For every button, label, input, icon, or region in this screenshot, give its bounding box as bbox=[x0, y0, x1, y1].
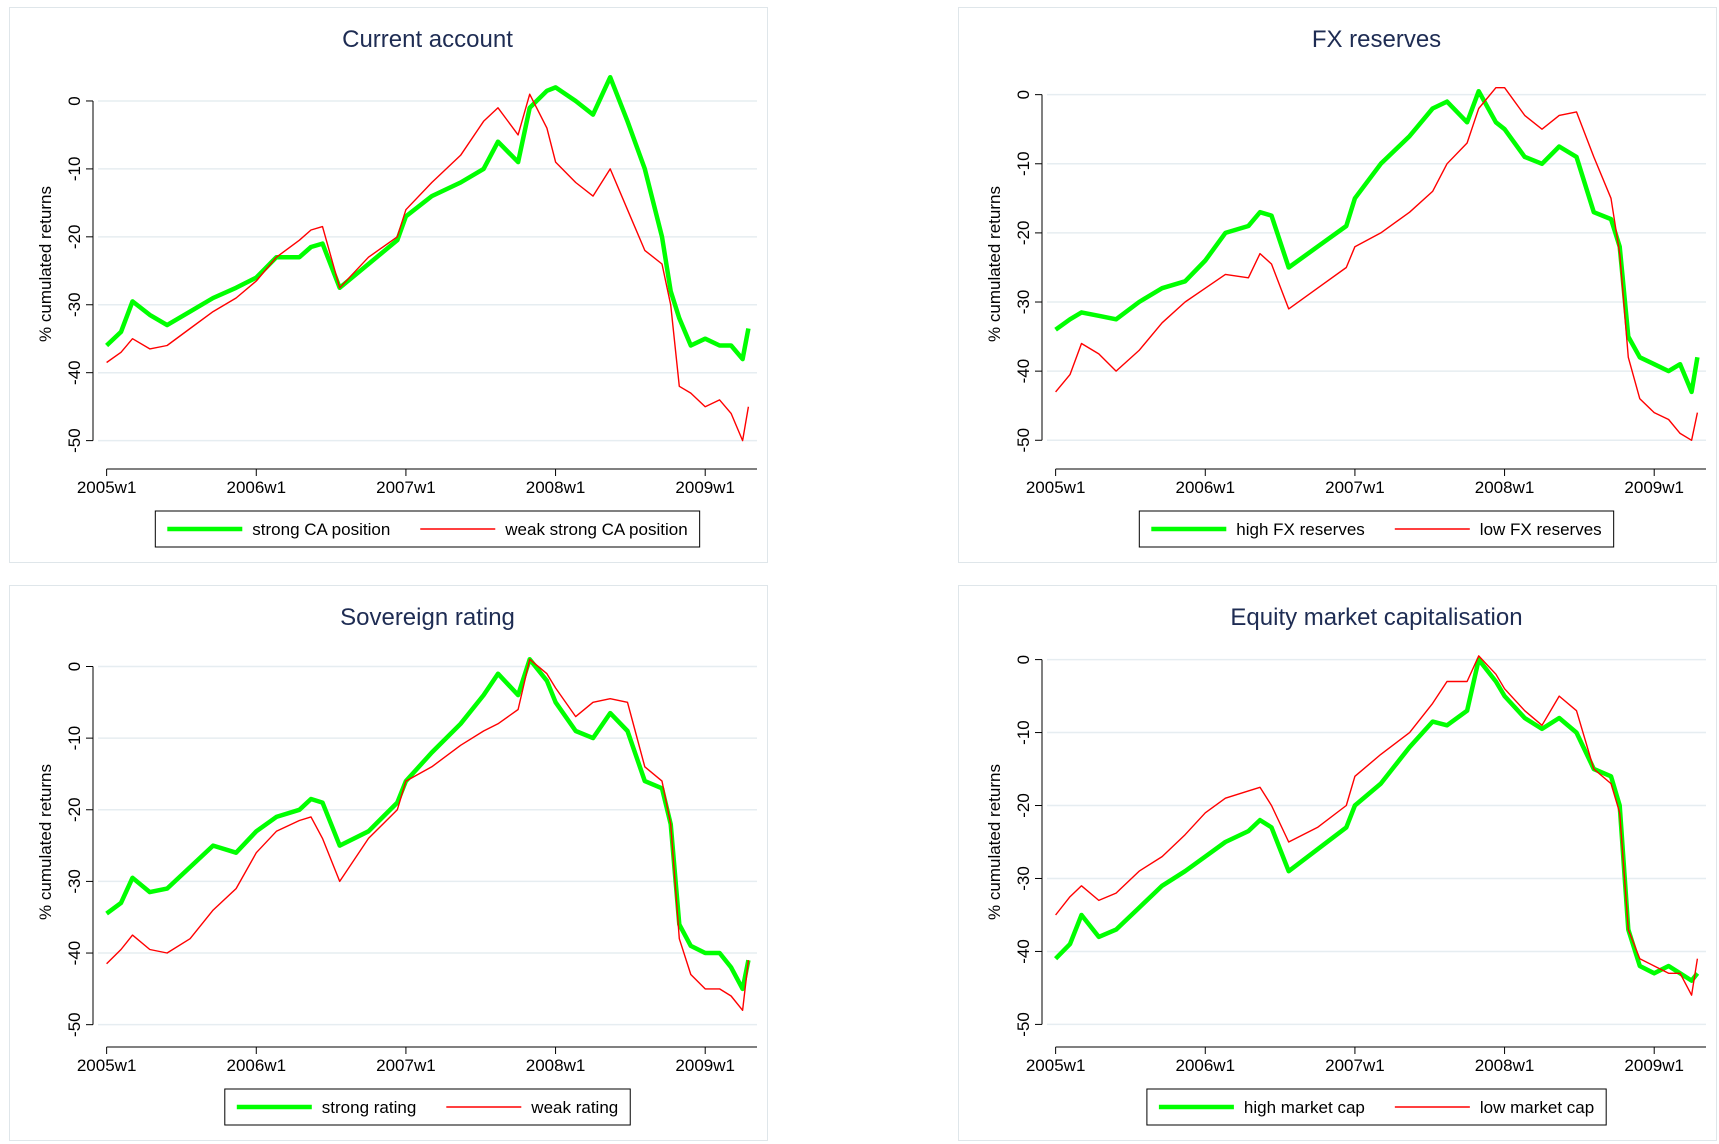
panel-frame bbox=[958, 585, 1717, 1141]
panel: FX reserves % cumulated returns 0 -10 -20 -30… bbox=[958, 7, 1717, 563]
x-tick-label: 2005w1 bbox=[1026, 478, 1086, 497]
series-line bbox=[106, 658, 750, 1011]
y-axis-label: % cumulated returns bbox=[985, 764, 1004, 920]
x-tick-label: 2009w1 bbox=[1624, 1056, 1684, 1075]
x-tick-label: 2006w1 bbox=[1175, 1056, 1235, 1075]
series-line bbox=[105, 657, 751, 992]
legend: high FX reserves low FX reserves bbox=[1138, 510, 1615, 548]
y-tick-label: 0 bbox=[1014, 90, 1033, 99]
x-tick-label: 2005w1 bbox=[1026, 1056, 1086, 1075]
x-tick-label: 2008w1 bbox=[526, 478, 586, 497]
y-tick-label: 0 bbox=[65, 96, 84, 105]
x-tick-label: 2007w1 bbox=[1325, 478, 1385, 497]
y-tick-label: -10 bbox=[65, 157, 84, 182]
legend-label: weak rating bbox=[530, 1098, 618, 1117]
y-tick-label: -20 bbox=[65, 797, 84, 822]
series-line bbox=[105, 74, 751, 362]
y-tick-label: -20 bbox=[1014, 221, 1033, 246]
y-tick-label: 0 bbox=[1014, 655, 1033, 664]
y-axis-label: % cumulated returns bbox=[36, 186, 55, 342]
chart-title: FX reserves bbox=[1312, 26, 1441, 53]
y-tick-label: -40 bbox=[65, 360, 84, 385]
series-line bbox=[1055, 87, 1699, 441]
legend: strong CA position weak strong CA positio… bbox=[154, 510, 701, 548]
y-axis-label: % cumulated returns bbox=[985, 186, 1004, 342]
legend: high market cap low market cap bbox=[1146, 1088, 1607, 1126]
legend-label: weak strong CA position bbox=[504, 520, 687, 539]
x-tick-label: 2007w1 bbox=[1325, 1056, 1385, 1075]
x-tick-label: 2009w1 bbox=[1624, 478, 1684, 497]
panel: Sovereign rating % cumulated returns 0 -10 -… bbox=[9, 585, 768, 1141]
legend-label: strong CA position bbox=[252, 520, 390, 539]
x-tick-label: 2008w1 bbox=[526, 1056, 586, 1075]
y-tick-label: 0 bbox=[65, 662, 84, 671]
legend: strong rating weak rating bbox=[224, 1088, 631, 1126]
legend-label: strong rating bbox=[322, 1098, 417, 1117]
x-tick-label: 2006w1 bbox=[226, 1056, 286, 1075]
x-tick-label: 2005w1 bbox=[77, 1056, 137, 1075]
x-tick-label: 2007w1 bbox=[376, 1056, 436, 1075]
x-tick-label: 2006w1 bbox=[1175, 478, 1235, 497]
y-tick-label: -10 bbox=[1014, 720, 1033, 745]
panel-frame bbox=[958, 7, 1717, 563]
series-line bbox=[1054, 88, 1700, 395]
x-tick-label: 2009w1 bbox=[675, 478, 735, 497]
x-tick-label: 2005w1 bbox=[77, 478, 137, 497]
legend-label: low market cap bbox=[1480, 1098, 1594, 1117]
x-tick-label: 2009w1 bbox=[675, 1056, 735, 1075]
y-tick-label: -50 bbox=[65, 428, 84, 453]
panel: Equity market capitalisation % cumulated … bbox=[958, 585, 1717, 1141]
series-line bbox=[106, 93, 750, 442]
chart-title: Current account bbox=[342, 26, 513, 53]
chart-title: Sovereign rating bbox=[340, 604, 515, 631]
y-tick-label: -30 bbox=[65, 869, 84, 894]
panel-frame bbox=[9, 7, 768, 563]
x-tick-label: 2007w1 bbox=[376, 478, 436, 497]
x-tick-label: 2006w1 bbox=[226, 478, 286, 497]
series-line bbox=[1055, 655, 1699, 996]
legend-label: high market cap bbox=[1244, 1098, 1365, 1117]
y-tick-label: -30 bbox=[1014, 866, 1033, 891]
legend-label: low FX reserves bbox=[1480, 520, 1602, 539]
y-tick-label: -40 bbox=[1014, 939, 1033, 964]
y-tick-label: -20 bbox=[1014, 793, 1033, 818]
y-tick-label: -50 bbox=[1014, 428, 1033, 453]
x-tick-label: 2008w1 bbox=[1475, 478, 1535, 497]
y-tick-label: -50 bbox=[1014, 1012, 1033, 1037]
panel: Current account % cumulated returns 0 -10 -2… bbox=[9, 7, 768, 563]
chart-title: Equity market capitalisation bbox=[1230, 604, 1522, 631]
y-tick-label: -40 bbox=[65, 941, 84, 966]
y-tick-label: -10 bbox=[1014, 151, 1033, 176]
y-tick-label: -40 bbox=[1014, 359, 1033, 384]
panel-frame bbox=[9, 585, 768, 1141]
y-tick-label: -10 bbox=[65, 726, 84, 751]
y-tick-label: -30 bbox=[65, 292, 84, 317]
y-tick-label: -30 bbox=[1014, 290, 1033, 315]
legend-label: high FX reserves bbox=[1236, 520, 1365, 539]
y-tick-label: -20 bbox=[65, 225, 84, 250]
y-tick-label: -50 bbox=[65, 1012, 84, 1037]
y-axis-label: % cumulated returns bbox=[36, 764, 55, 920]
x-tick-label: 2008w1 bbox=[1475, 1056, 1535, 1075]
